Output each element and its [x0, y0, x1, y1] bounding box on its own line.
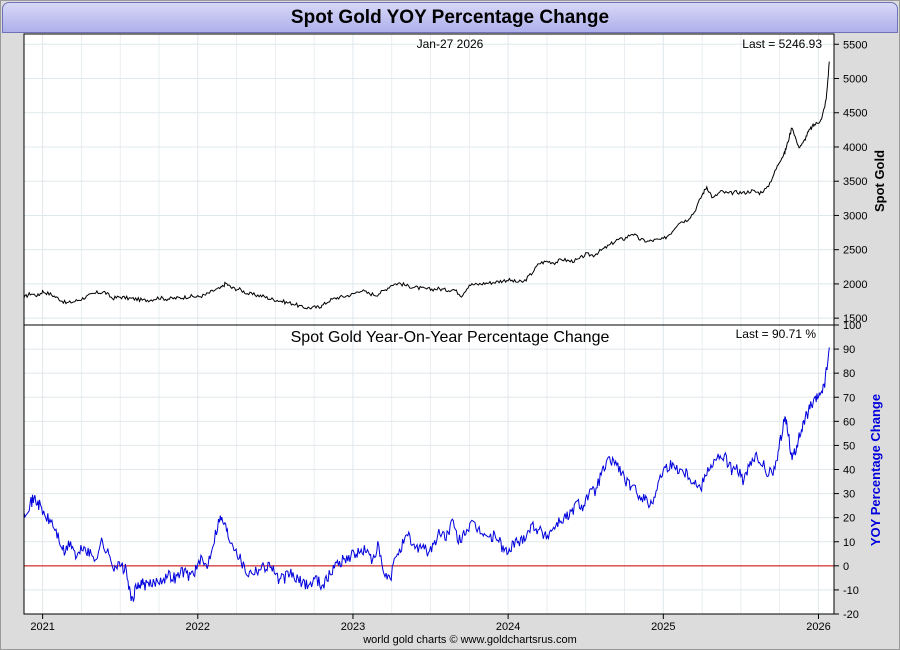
yoy-y-tick-label: 20	[843, 513, 855, 525]
yoy-last-label: Last = 90.71 %	[736, 327, 817, 341]
x-tick-label: 2024	[496, 621, 520, 633]
yoy-y-tick-label: 80	[843, 368, 855, 380]
plot-background	[24, 34, 834, 614]
price-y-tick-label: 2000	[843, 279, 867, 291]
price-panel	[23, 61, 830, 310]
yoy-y-tick-label: 10	[843, 537, 855, 549]
price-y-tick-label: 1500	[843, 313, 867, 325]
chart-title: Spot Gold YOY Percentage Change	[290, 6, 610, 28]
yoy-panel	[23, 347, 834, 602]
grid-layer	[24, 34, 834, 615]
price-y-tick-label: 3000	[843, 210, 867, 222]
title-bar: Spot Gold YOY Percentage Change	[2, 2, 898, 33]
yoy-y-tick-label: 50	[843, 440, 855, 452]
yoy-axis-label: YOY Percentage Change	[868, 394, 883, 546]
yoy-y-tick-label: 90	[843, 344, 855, 356]
price-y-tick-label: 5000	[843, 74, 867, 86]
price-axis-label: Spot Gold	[872, 150, 887, 212]
yoy-y-tick-label: -20	[843, 609, 859, 621]
price-y-tick-label: 2500	[843, 245, 867, 257]
price-last-label: Last = 5246.93	[742, 37, 822, 51]
axis-layer: 2021 2022 2023 2024 2025 2026 1500 2000 2500 3000…	[30, 39, 867, 633]
price-y-tick-label: 5500	[843, 39, 867, 51]
x-tick-label: 2026	[806, 621, 830, 633]
yoy-y-tick-label: 70	[843, 392, 855, 404]
yoy-y-tick-label: 30	[843, 489, 855, 501]
footer-credit: world gold charts © www.goldchartsrus.co…	[362, 634, 577, 646]
yoy-y-tick-label: 40	[843, 465, 855, 477]
x-tick-label: 2022	[186, 621, 210, 633]
spot-gold-price-line	[23, 61, 830, 310]
yoy-percentage-line	[23, 347, 830, 602]
price-date-label: Jan-27 2026	[417, 37, 484, 51]
yoy-y-tick-label: 0	[843, 561, 849, 573]
yoy-y-tick-label: 60	[843, 416, 855, 428]
yoy-y-tick-label: 100	[843, 320, 861, 332]
price-y-tick-label: 4500	[843, 108, 867, 120]
x-tick-label: 2021	[30, 621, 54, 633]
price-y-tick-label: 4000	[843, 142, 867, 154]
yoy-y-tick-label: -10	[843, 585, 859, 597]
x-tick-label: 2025	[651, 621, 675, 633]
x-tick-label: 2023	[341, 621, 365, 633]
yoy-panel-title: Spot Gold Year-On-Year Percentage Change	[291, 329, 610, 346]
price-y-tick-label: 3500	[843, 176, 867, 188]
